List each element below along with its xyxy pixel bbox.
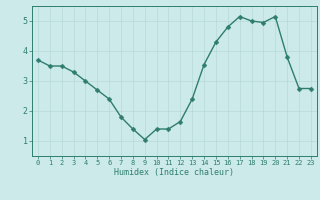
X-axis label: Humidex (Indice chaleur): Humidex (Indice chaleur) (115, 168, 234, 177)
